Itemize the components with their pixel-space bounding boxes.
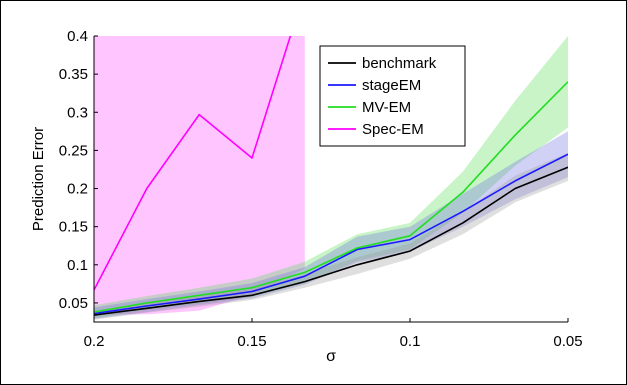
band-stageem	[94, 131, 568, 319]
x-tick-label: 0.15	[237, 333, 266, 350]
y-axis-label: Prediction Error	[30, 127, 47, 231]
legend-label-benchmark: benchmark	[362, 55, 437, 72]
legend-label-mv-em: MV-EM	[362, 99, 411, 116]
line-stageem	[94, 153, 568, 315]
y-tick-label: 0.35	[59, 66, 88, 83]
x-tick-label: 0.2	[84, 333, 105, 350]
y-tick-label: 0.2	[67, 181, 88, 198]
line-mv-em	[94, 81, 568, 313]
legend-label-spec-em: Spec-EM	[362, 121, 424, 138]
x-axis-label: σ	[326, 348, 336, 365]
y-tick-label: 0.4	[67, 28, 88, 45]
y-tick-label: 0.05	[59, 295, 88, 312]
series-lines	[94, 36, 568, 316]
legend: benchmark stageEM MV-EM Spec-EM	[319, 45, 466, 147]
band-spec-em	[94, 36, 305, 315]
y-tick-label: 0.1	[67, 257, 88, 274]
legend-label-stageem: stageEM	[362, 77, 421, 94]
line-spec-em	[94, 36, 292, 291]
y-tick-label: 0.3	[67, 104, 88, 121]
confidence-bands	[94, 36, 568, 320]
ticks: 0.05 0.1 0.15 0.2 0.25 0.3 0.35 0.4 0.2 0.15 0.1 0.…	[59, 28, 583, 350]
y-tick-label: 0.15	[59, 219, 88, 236]
x-tick-label: 0.05	[553, 333, 582, 350]
band-mv-em	[94, 36, 568, 319]
x-tick-label: 0.1	[400, 333, 421, 350]
line-benchmark	[94, 166, 568, 316]
y-tick-label: 0.25	[59, 142, 88, 159]
